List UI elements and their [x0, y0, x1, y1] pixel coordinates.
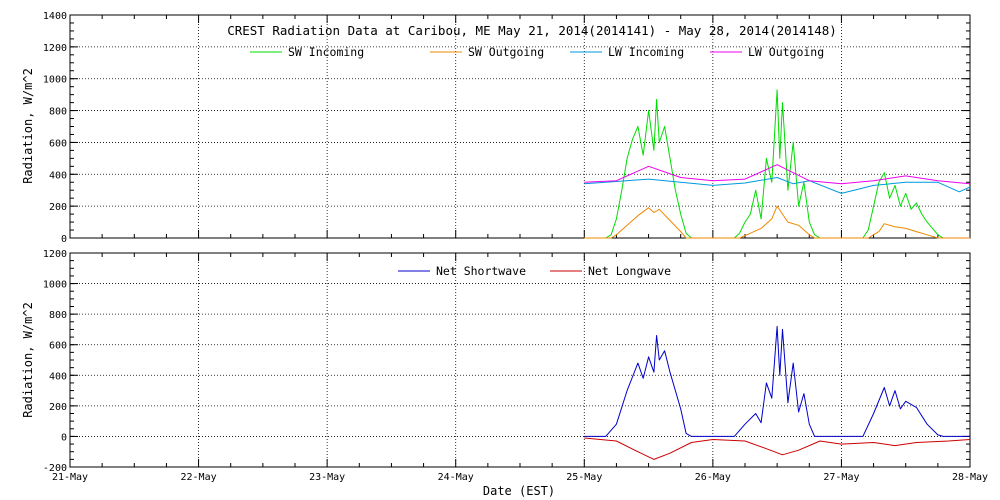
x-tick-label: 28-May — [952, 472, 988, 483]
series-line-sw-outgoing — [584, 205, 970, 239]
legend-label-net-longwave: Net Longwave — [588, 264, 671, 278]
x-tick-label: 23-May — [309, 472, 345, 483]
top-panel-y-tick-label: 1400 — [43, 11, 67, 22]
x-tick-label: 26-May — [695, 472, 731, 483]
bottom-panel-y-tick-label: 0 — [61, 432, 67, 443]
x-tick-label: 21-May — [52, 472, 88, 483]
bottom-panel-y-tick-label: -200 — [43, 463, 67, 474]
series-line-net-shortwave — [584, 325, 970, 437]
x-tick-label: 27-May — [823, 472, 859, 483]
x-tick-label: 24-May — [438, 472, 474, 483]
bottom-panel-y-tick-label: 200 — [49, 402, 67, 413]
top-panel-y-tick-label: 600 — [49, 138, 67, 149]
bottom-panel-y-tick-label: 600 — [49, 341, 67, 352]
series-line-net-longwave — [584, 437, 971, 460]
series-line-lw-outgoing — [584, 164, 971, 185]
bottom-panel-y-tick-label: 1000 — [43, 280, 67, 291]
top-panel-y-tick-label: 200 — [49, 202, 67, 213]
bottom-panel: Radiation, W/m^2 Date (EST) -200 0 200 400 6… — [21, 249, 988, 498]
bottom-panel-y-tick-label: 800 — [49, 310, 67, 321]
x-axis-label: Date (EST) — [483, 484, 555, 498]
top-panel-y-tick-label: 0 — [61, 234, 67, 245]
legend-label-sw-incoming: SW Incoming — [288, 45, 364, 59]
legend-label-lw-outgoing: LW Outgoing — [748, 45, 824, 59]
series-line-sw-incoming — [584, 89, 970, 239]
top-panel-title: CREST Radiation Data at Caribou, ME May … — [227, 23, 837, 38]
top-panel-y-tick-label: 1200 — [43, 43, 67, 54]
legend-label-lw-incoming: LW Incoming — [608, 45, 684, 59]
top-panel-y-axis-label: Radiation, W/m^2 — [21, 68, 35, 184]
legend-label-sw-outgoing: SW Outgoing — [468, 45, 544, 59]
top-panel: CREST Radiation Data at Caribou, ME May … — [21, 11, 971, 245]
top-panel-y-tick-label: 800 — [49, 107, 67, 118]
legend-label-net-shortwave: Net Shortwave — [436, 264, 526, 278]
bottom-panel-y-tick-label: 1200 — [43, 249, 67, 260]
x-tick-label: 22-May — [181, 472, 217, 483]
bottom-panel-frame — [69, 252, 971, 468]
series-line-lw-incoming — [584, 177, 971, 194]
top-panel-y-tick-label: 400 — [49, 170, 67, 181]
x-tick-label: 25-May — [566, 472, 602, 483]
bottom-panel-y-axis-label: Radiation, W/m^2 — [21, 302, 35, 418]
bottom-panel-y-tick-label: 400 — [49, 371, 67, 382]
top-panel-y-tick-label: 1000 — [43, 75, 67, 86]
